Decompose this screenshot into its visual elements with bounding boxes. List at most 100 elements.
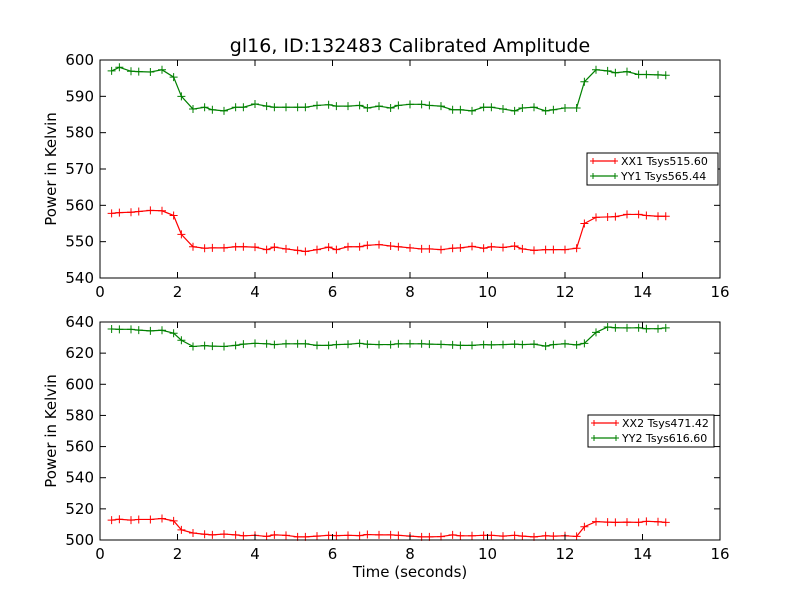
data-point bbox=[448, 105, 457, 114]
y-tick-label: 540 bbox=[65, 469, 94, 487]
data-point bbox=[561, 339, 569, 348]
data-point bbox=[561, 245, 569, 254]
data-point bbox=[220, 106, 228, 115]
data-point bbox=[611, 212, 620, 221]
data-point bbox=[611, 323, 620, 332]
legend: XX2 Tsys471.42 YY2 Tsys616.60 bbox=[587, 414, 715, 448]
data-point bbox=[634, 518, 643, 527]
data-point bbox=[549, 105, 558, 114]
y-tick-label: 560 bbox=[65, 438, 94, 456]
data-point bbox=[510, 242, 519, 251]
x-tick-label: 8 bbox=[405, 545, 415, 563]
y-tick-label: 640 bbox=[65, 313, 94, 331]
data-point bbox=[332, 245, 341, 254]
data-point bbox=[611, 68, 620, 77]
x-tick-label: 16 bbox=[710, 545, 729, 563]
data-point bbox=[654, 70, 662, 79]
data-point bbox=[239, 340, 248, 349]
data-point bbox=[580, 522, 589, 531]
chart-title: gl16, ID:132483 Calibrated Amplitude bbox=[230, 35, 590, 57]
data-point bbox=[324, 341, 333, 350]
x-tick-label: 0 bbox=[95, 283, 105, 301]
data-point bbox=[158, 514, 166, 523]
y-tick-label: 500 bbox=[65, 531, 94, 549]
legend-box bbox=[586, 152, 719, 186]
data-point bbox=[220, 342, 228, 351]
data-point bbox=[549, 340, 558, 349]
data-point bbox=[394, 101, 403, 110]
x-axis-label: Time (seconds) bbox=[352, 563, 468, 581]
y-tick-label: 540 bbox=[65, 269, 94, 287]
data-point bbox=[580, 77, 589, 86]
legend-marker bbox=[591, 420, 619, 426]
data-point bbox=[541, 245, 550, 254]
data-point bbox=[208, 243, 217, 252]
data-point bbox=[355, 101, 364, 110]
data-point bbox=[375, 102, 383, 111]
data-point bbox=[251, 339, 259, 348]
data-point bbox=[200, 103, 209, 112]
legend-marker bbox=[590, 158, 618, 164]
data-point bbox=[270, 243, 279, 252]
data-point bbox=[456, 531, 465, 540]
data-point bbox=[270, 103, 279, 112]
x-tick-label: 6 bbox=[328, 545, 338, 563]
data-point bbox=[437, 532, 445, 541]
legend-label: YY1 Tsys565.44 bbox=[620, 170, 706, 183]
legend-label: XX2 Tsys471.42 bbox=[622, 417, 709, 430]
data-point bbox=[313, 245, 321, 254]
data-point bbox=[487, 531, 496, 540]
data-point bbox=[437, 102, 445, 111]
data-point bbox=[572, 244, 581, 253]
data-point bbox=[518, 340, 527, 349]
data-point bbox=[417, 339, 426, 348]
data-point bbox=[661, 323, 670, 332]
y-tick-label: 590 bbox=[65, 87, 94, 105]
data-point bbox=[425, 101, 434, 110]
data-point bbox=[479, 340, 488, 349]
data-point bbox=[549, 532, 558, 541]
data-point bbox=[293, 103, 302, 112]
x-tick-label: 12 bbox=[555, 283, 574, 301]
data-point bbox=[200, 244, 209, 253]
data-point bbox=[530, 103, 538, 112]
data-point bbox=[456, 105, 465, 114]
data-point bbox=[107, 325, 116, 334]
data-point bbox=[107, 209, 116, 218]
data-point bbox=[220, 243, 228, 252]
data-point bbox=[510, 531, 519, 540]
data-point bbox=[355, 531, 364, 540]
data-point bbox=[344, 242, 352, 251]
x-tick-label: 12 bbox=[555, 545, 574, 563]
data-point bbox=[146, 326, 155, 335]
data-point bbox=[251, 243, 259, 252]
data-point bbox=[437, 245, 445, 254]
data-point bbox=[406, 100, 414, 109]
legend-label: XX1 Tsys515.60 bbox=[621, 155, 708, 168]
data-point bbox=[518, 244, 527, 253]
data-point bbox=[158, 206, 166, 215]
data-point bbox=[417, 244, 426, 253]
data-point bbox=[623, 323, 631, 332]
data-point bbox=[231, 341, 240, 350]
series-1 bbox=[107, 206, 670, 256]
data-point bbox=[270, 340, 279, 349]
data-point bbox=[169, 73, 178, 82]
data-point bbox=[603, 322, 612, 331]
legend-box bbox=[587, 414, 715, 448]
data-point bbox=[282, 244, 290, 253]
data-point bbox=[355, 242, 364, 251]
data-point bbox=[332, 531, 341, 540]
data-point bbox=[448, 244, 457, 253]
x-tick-label: 4 bbox=[250, 283, 260, 301]
data-point bbox=[355, 339, 364, 348]
data-point bbox=[456, 243, 465, 252]
data-point bbox=[468, 531, 476, 540]
data-point bbox=[530, 246, 538, 255]
data-point bbox=[293, 246, 302, 255]
data-point bbox=[344, 340, 352, 349]
data-point bbox=[177, 230, 186, 239]
y-tick-label: 600 bbox=[65, 375, 94, 393]
x-tick-label: 14 bbox=[633, 283, 652, 301]
